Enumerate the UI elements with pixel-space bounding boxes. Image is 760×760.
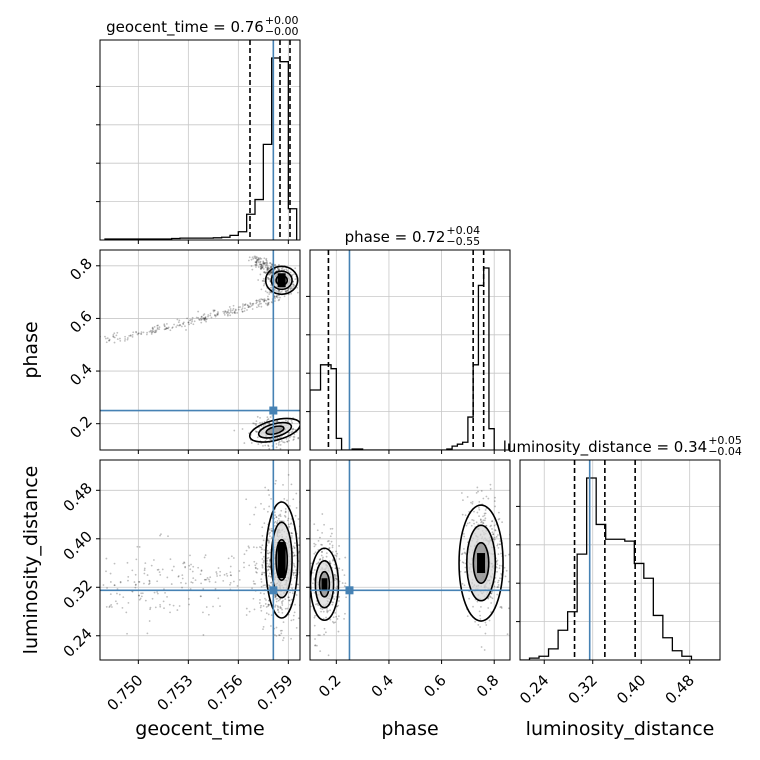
x-axis-label: geocent_time xyxy=(135,718,264,740)
x-tick-label: 0.8 xyxy=(473,671,503,701)
x-tick-label: 0.756 xyxy=(203,671,246,714)
density-core xyxy=(477,553,486,574)
y-tick-label: 0.4 xyxy=(66,360,96,390)
contour-group xyxy=(264,265,299,296)
axes-frame xyxy=(309,249,511,451)
x-tick-label: 0.32 xyxy=(565,671,601,707)
density-core xyxy=(277,273,286,288)
contour xyxy=(248,417,300,443)
x-tick-label: 0.2 xyxy=(315,671,345,701)
panel-2-0 xyxy=(96,459,301,664)
title-lower: −0.04 xyxy=(708,445,742,458)
truth-marker xyxy=(345,586,354,595)
title-lower: −0.55 xyxy=(446,235,480,248)
title-upper: +0.00 xyxy=(265,14,299,27)
panel-2-2 xyxy=(516,459,721,664)
contour xyxy=(264,501,299,619)
y-tick-label: 0.40 xyxy=(60,527,96,563)
x-tick-label: 0.6 xyxy=(420,671,450,701)
x-tick-label: 0.759 xyxy=(253,671,296,714)
svg-text:phase = 0.72: phase = 0.72 xyxy=(345,228,446,246)
x-tick-label: 0.40 xyxy=(613,671,649,707)
svg-text:geocent_time = 0.76: geocent_time = 0.76 xyxy=(106,18,264,37)
axes-frame xyxy=(99,39,301,241)
y-tick-label: 0.6 xyxy=(66,307,96,337)
truth-marker xyxy=(269,406,278,415)
y-tick-label: 0.2 xyxy=(66,412,96,442)
contour-group xyxy=(458,504,504,622)
y-tick-label: 0.24 xyxy=(60,624,96,660)
title-upper: +0.05 xyxy=(708,434,742,447)
x-axis-label: luminosity_distance xyxy=(526,718,715,740)
density-core xyxy=(321,578,328,591)
y-tick-label: 0.8 xyxy=(66,254,96,284)
title-upper: +0.04 xyxy=(446,224,480,237)
contour-group xyxy=(248,417,300,443)
y-tick-label: 0.32 xyxy=(60,576,96,612)
x-tick-label: 0.753 xyxy=(153,671,196,714)
y-tick-label: 0.48 xyxy=(60,479,96,515)
panel-1-1 xyxy=(306,249,511,454)
panel-1-0 xyxy=(96,249,301,454)
histogram-luminosity_distance xyxy=(520,477,720,660)
x-axis-label: phase xyxy=(381,718,438,740)
contour-group xyxy=(310,547,340,622)
axes-frame xyxy=(99,249,301,451)
panel-2-1 xyxy=(306,459,511,664)
title-lower: −0.00 xyxy=(265,25,299,38)
diagonal-title: phase = 0.72 +0.04−0.55 xyxy=(345,224,481,248)
histogram-geocent_time xyxy=(104,57,298,240)
axes-frame xyxy=(309,459,511,661)
svg-text:luminosity_distance = 0.34: luminosity_distance = 0.34 xyxy=(503,438,707,457)
density-core xyxy=(277,542,286,578)
x-tick-label: 0.4 xyxy=(368,671,398,701)
x-tick-label: 0.750 xyxy=(103,671,146,714)
axes-frame xyxy=(99,459,301,661)
panel-0-0 xyxy=(96,39,301,244)
x-tick-label: 0.24 xyxy=(516,671,552,707)
x-tick-label: 0.48 xyxy=(662,671,698,707)
diagonal-title: geocent_time = 0.76 +0.00−0.00 xyxy=(106,14,298,38)
contour-group xyxy=(264,501,299,619)
truth-marker xyxy=(269,586,278,595)
axes-frame xyxy=(519,459,721,661)
histogram-phase xyxy=(310,267,495,450)
y-axis-label: luminosity_distance xyxy=(20,466,42,655)
diagonal-title: luminosity_distance = 0.34 +0.05−0.04 xyxy=(503,434,742,458)
y-axis-label: phase xyxy=(20,321,42,378)
contour xyxy=(264,265,299,296)
contour xyxy=(458,504,504,622)
